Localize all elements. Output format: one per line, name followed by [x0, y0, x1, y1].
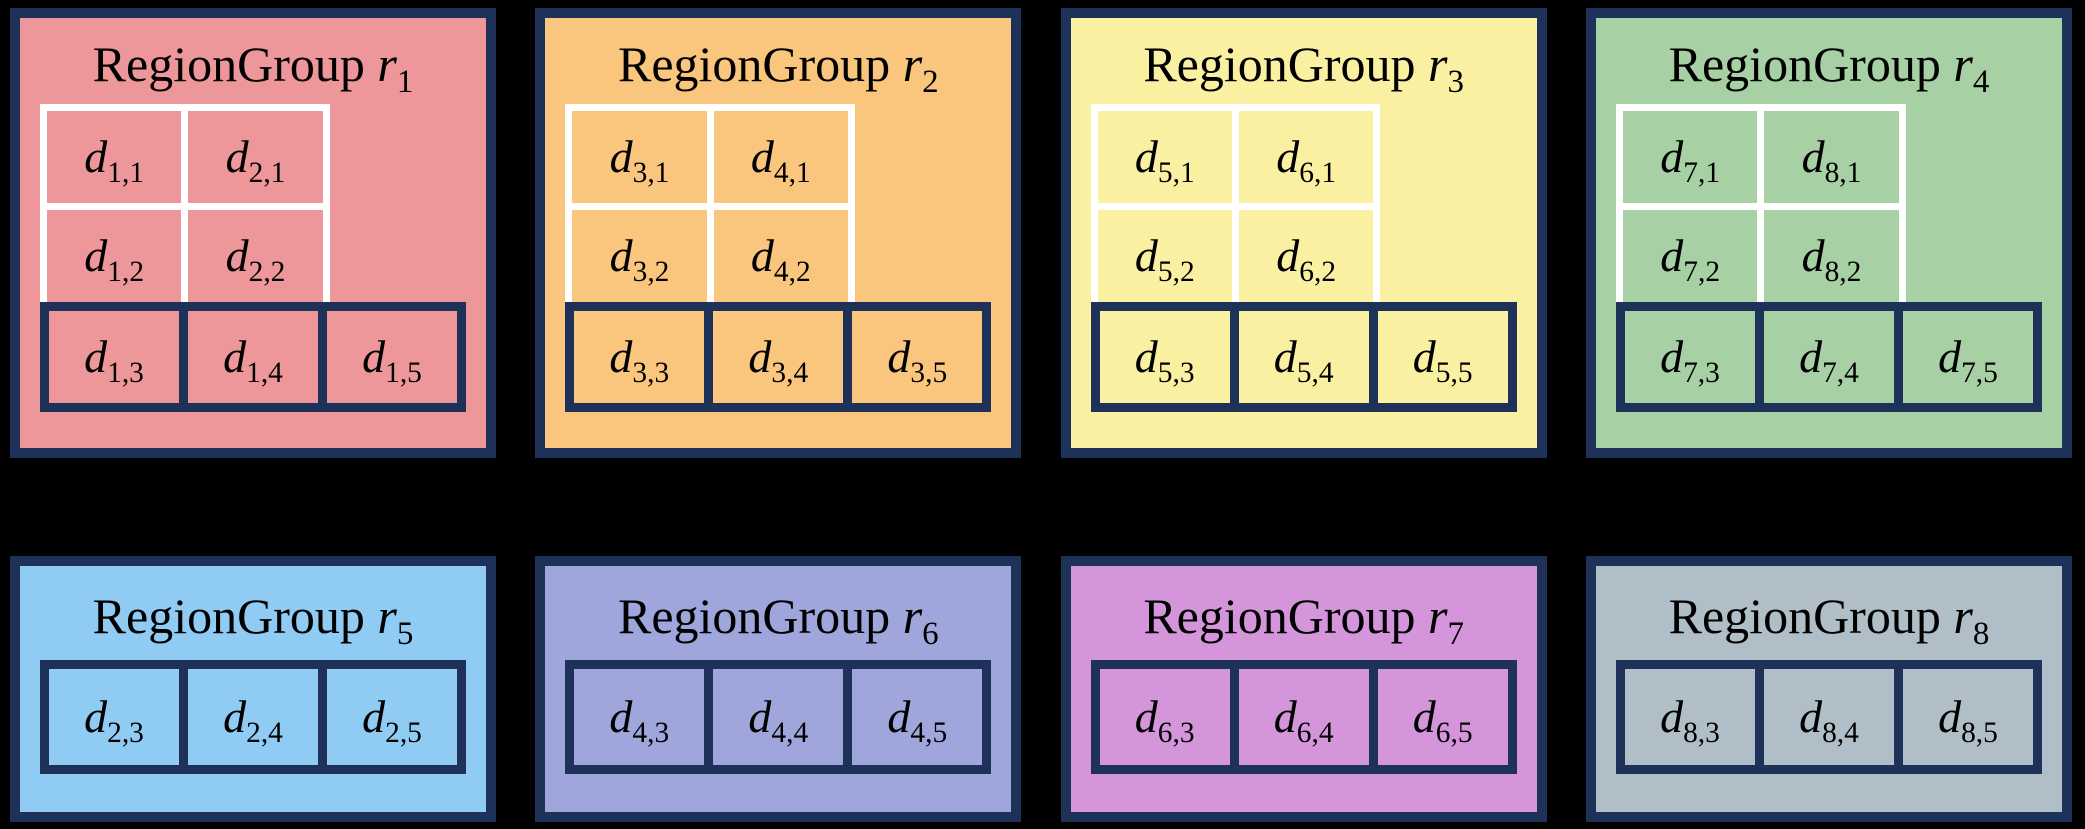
r5-bottom-row: d2,3 d2,4 d2,5	[40, 660, 466, 774]
r1-bottom-row: d1,3 d1,4 d1,5	[40, 302, 466, 412]
cell-d-3-4: d3,4	[713, 311, 844, 403]
cell-d-8-2: d8,2	[1764, 210, 1899, 302]
bottom-row: RegionGroup r5 d2,3 d2,4 d2,5 RegionGrou…	[10, 556, 2072, 822]
regiongroup-r3-title: RegionGroup r3	[1143, 36, 1464, 100]
regiongroup-r8-title: RegionGroup r8	[1668, 588, 1990, 652]
cell-d-2-5: d2,5	[327, 669, 457, 765]
r3-2x2-grid: d5,1 d6,1 d5,2 d6,2	[1090, 104, 1381, 309]
regiongroup-r4-box: RegionGroup r4 d7,1 d8,1 d7,2 d8,2 d7,3 …	[1585, 8, 2072, 458]
cell-d-1-4: d1,4	[188, 311, 318, 403]
regiongroup-r5-title: RegionGroup r5	[92, 588, 414, 652]
r3-bottom-row: d5,3 d5,4 d5,5	[1090, 302, 1517, 412]
cell-d-3-1: d3,1	[572, 111, 707, 203]
cell-d-5-4: d5,4	[1238, 311, 1369, 403]
regiongroup-r4-title: RegionGroup r4	[1668, 36, 1990, 100]
regiongroup-r7-title: RegionGroup r7	[1143, 588, 1464, 652]
cell-d-4-4: d4,4	[713, 669, 844, 765]
regiongroup-r7-box: RegionGroup r7 d6,3 d6,4 d6,5	[1060, 556, 1547, 822]
cell-d-6-3: d6,3	[1099, 669, 1230, 765]
cell-d-8-1: d8,1	[1764, 111, 1899, 203]
cell-d-7-3: d7,3	[1624, 311, 1755, 403]
cell-d-2-2: d2,2	[188, 210, 323, 302]
regiongroup-r2-box: RegionGroup r2 d3,1 d4,1 d3,2 d4,2 d3,3 …	[535, 8, 1022, 458]
regiongroup-r1-title: RegionGroup r1	[92, 36, 414, 100]
cell-d-7-5: d7,5	[1902, 311, 2033, 403]
cell-d-4-5: d4,5	[852, 669, 983, 765]
cell-d-6-2: d6,2	[1238, 210, 1374, 302]
cell-d-2-1: d2,1	[188, 111, 323, 203]
cell-d-5-3: d5,3	[1099, 311, 1230, 403]
cell-d-1-2: d1,2	[47, 210, 182, 302]
cell-d-4-3: d4,3	[574, 669, 705, 765]
cell-d-6-4: d6,4	[1238, 669, 1369, 765]
cell-d-3-5: d3,5	[852, 311, 983, 403]
cell-d-6-1: d6,1	[1238, 111, 1374, 203]
cell-d-8-3: d8,3	[1624, 669, 1755, 765]
regiongroup-r6-title: RegionGroup r6	[617, 588, 939, 652]
cell-d-4-1: d4,1	[713, 111, 848, 203]
cell-d-8-4: d8,4	[1763, 669, 1894, 765]
cell-d-7-1: d7,1	[1622, 111, 1758, 203]
cell-d-1-5: d1,5	[327, 311, 457, 403]
cell-d-2-4: d2,4	[188, 669, 318, 765]
r8-bottom-row: d8,3 d8,4 d8,5	[1615, 660, 2042, 774]
cell-d-6-5: d6,5	[1377, 669, 1508, 765]
cell-d-7-4: d7,4	[1763, 311, 1894, 403]
r1-2x2-grid: d1,1 d2,1 d1,2 d2,2	[40, 104, 330, 309]
regiongroup-r8-box: RegionGroup r8 d8,3 d8,4 d8,5	[1585, 556, 2072, 822]
cell-d-3-3: d3,3	[574, 311, 705, 403]
r4-2x2-grid: d7,1 d8,1 d7,2 d8,2	[1615, 104, 1906, 309]
cell-d-2-3: d2,3	[49, 669, 179, 765]
regiongroup-r5-box: RegionGroup r5 d2,3 d2,4 d2,5	[10, 556, 496, 822]
r6-bottom-row: d4,3 d4,4 d4,5	[565, 660, 992, 774]
r7-bottom-row: d6,3 d6,4 d6,5	[1090, 660, 1517, 774]
regiongroup-r6-box: RegionGroup r6 d4,3 d4,4 d4,5	[535, 556, 1022, 822]
cell-d-1-3: d1,3	[49, 311, 179, 403]
cell-d-8-5: d8,5	[1902, 669, 2033, 765]
top-row: RegionGroup r1 d1,1 d2,1 d1,2 d2,2 d1,3 …	[10, 8, 2072, 458]
regiongroup-r1-box: RegionGroup r1 d1,1 d2,1 d1,2 d2,2 d1,3 …	[10, 8, 496, 458]
r4-bottom-row: d7,3 d7,4 d7,5	[1615, 302, 2042, 412]
cell-d-7-2: d7,2	[1622, 210, 1758, 302]
regiongroup-r3-box: RegionGroup r3 d5,1 d6,1 d5,2 d6,2 d5,3 …	[1060, 8, 1547, 458]
r2-bottom-row: d3,3 d3,4 d3,5	[565, 302, 992, 412]
cell-d-3-2: d3,2	[572, 210, 707, 302]
r2-2x2-grid: d3,1 d4,1 d3,2 d4,2	[565, 104, 855, 309]
cell-d-5-2: d5,2	[1097, 210, 1232, 302]
cell-d-5-5: d5,5	[1377, 311, 1508, 403]
cell-d-5-1: d5,1	[1097, 111, 1232, 203]
regiongroup-r2-title: RegionGroup r2	[617, 36, 939, 100]
cell-d-1-1: d1,1	[47, 111, 182, 203]
cell-d-4-2: d4,2	[713, 210, 848, 302]
